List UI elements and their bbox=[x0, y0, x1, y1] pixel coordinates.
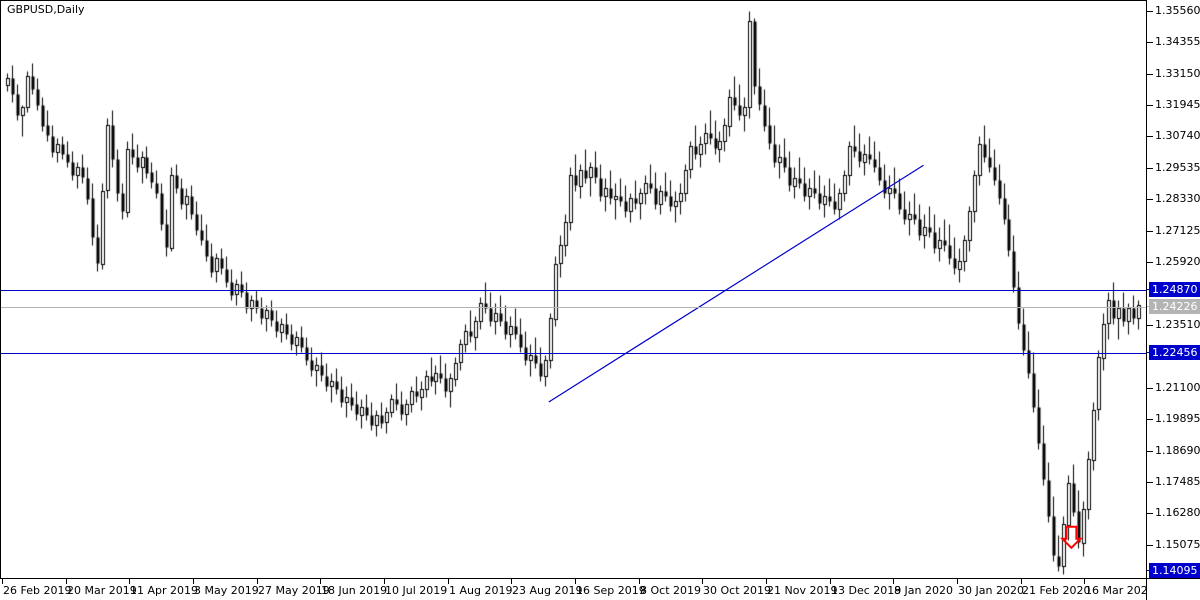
price-chip-tick bbox=[1147, 352, 1153, 354]
time-tick-label: 1 Aug 2019 bbox=[449, 584, 513, 597]
time-tick-mark bbox=[511, 579, 512, 584]
price-tick-mark bbox=[1147, 450, 1153, 452]
time-tick-label: 30 Jan 2020 bbox=[958, 584, 1024, 597]
time-tick-label: 27 May 2019 bbox=[258, 584, 330, 597]
price-chip-tick bbox=[1147, 289, 1153, 291]
time-tick-mark bbox=[448, 579, 449, 584]
price-tick-label: 1.17485 bbox=[1155, 474, 1200, 488]
time-tick-mark bbox=[830, 579, 831, 584]
current-price-chip[interactable]: 1.24226 bbox=[1149, 299, 1200, 315]
price-tick-mark bbox=[1147, 167, 1153, 169]
plot-area[interactable]: GBPUSD,Daily bbox=[0, 0, 1146, 578]
price-tick-mark bbox=[1147, 10, 1153, 12]
price-tick-label: 1.25920 bbox=[1155, 255, 1200, 269]
price-tick-label: 1.27125 bbox=[1155, 223, 1200, 237]
support-price-chip[interactable]: 1.22456 bbox=[1149, 345, 1200, 361]
price-tick-label: 1.35560 bbox=[1155, 3, 1200, 17]
candlestick-series bbox=[1, 1, 1146, 578]
price-tick-label: 1.19895 bbox=[1155, 412, 1200, 426]
time-tick-label: 23 Aug 2019 bbox=[512, 584, 583, 597]
axis-corner bbox=[1146, 578, 1200, 600]
time-tick-mark bbox=[893, 579, 894, 584]
time-tick-mark bbox=[1021, 579, 1022, 584]
time-tick-mark bbox=[766, 579, 767, 584]
price-tick-label: 1.15075 bbox=[1155, 537, 1200, 551]
price-tick-mark bbox=[1147, 324, 1153, 326]
time-axis[interactable]: 26 Feb 2019 20 Mar 2019 11 Apr 2019 3 May 2… bbox=[0, 578, 1155, 600]
time-tick-label: 13 Dec 2019 bbox=[831, 584, 902, 597]
price-tick-mark bbox=[1147, 104, 1153, 106]
time-tick-label: 21 Feb 2020 bbox=[1022, 584, 1091, 597]
time-tick-label: 21 Nov 2019 bbox=[767, 584, 838, 597]
time-tick-label: 8 Oct 2019 bbox=[640, 584, 702, 597]
price-tick-label: 1.29535 bbox=[1155, 160, 1200, 174]
time-tick-mark bbox=[129, 579, 130, 584]
price-tick-label: 1.33150 bbox=[1155, 66, 1200, 80]
price-tick-label: 1.31945 bbox=[1155, 97, 1200, 111]
price-tick-mark bbox=[1147, 199, 1153, 201]
price-tick-label: 1.21100 bbox=[1155, 380, 1200, 394]
low-price-chip[interactable]: 1.14095 bbox=[1149, 563, 1200, 579]
price-chip-tick bbox=[1147, 306, 1153, 308]
time-tick-mark bbox=[575, 579, 576, 584]
time-tick-label: 20 Mar 2019 bbox=[67, 584, 137, 597]
price-tick-mark bbox=[1147, 544, 1153, 546]
price-tick-label: 1.23510 bbox=[1155, 317, 1200, 331]
price-tick-mark bbox=[1147, 513, 1153, 515]
time-tick-label: 8 Jan 2020 bbox=[894, 584, 953, 597]
time-tick-mark bbox=[639, 579, 640, 584]
time-tick-label: 30 Oct 2019 bbox=[703, 584, 772, 597]
price-tick-label: 1.18690 bbox=[1155, 443, 1200, 457]
time-tick-mark bbox=[257, 579, 258, 584]
time-tick-mark bbox=[384, 579, 385, 584]
price-tick-mark bbox=[1147, 262, 1153, 264]
time-tick-label: 10 Jul 2019 bbox=[385, 584, 448, 597]
price-tick-mark bbox=[1147, 481, 1153, 483]
time-tick-label: 18 Jun 2019 bbox=[321, 584, 388, 597]
price-tick-label: 1.16280 bbox=[1155, 506, 1200, 520]
price-tick-mark bbox=[1147, 136, 1153, 138]
time-tick-mark bbox=[2, 579, 3, 584]
time-tick-label: 26 Feb 2019 bbox=[3, 584, 72, 597]
time-tick-mark bbox=[957, 579, 958, 584]
time-tick-mark bbox=[66, 579, 67, 584]
time-tick-mark bbox=[702, 579, 703, 584]
time-tick-label: 16 Mar 2020 bbox=[1085, 584, 1155, 597]
price-tick-mark bbox=[1147, 42, 1153, 44]
price-chip-tick bbox=[1147, 570, 1153, 572]
price-tick-mark bbox=[1147, 419, 1153, 421]
symbol-timeframe-label: GBPUSD,Daily bbox=[7, 3, 85, 16]
time-tick-mark bbox=[1084, 579, 1085, 584]
time-tick-label: 11 Apr 2019 bbox=[130, 584, 199, 597]
resistance-price-chip[interactable]: 1.24870 bbox=[1149, 282, 1200, 298]
time-tick-mark bbox=[320, 579, 321, 584]
price-tick-mark bbox=[1147, 73, 1153, 75]
price-tick-label: 1.30740 bbox=[1155, 129, 1200, 143]
price-axis[interactable]: 1.35560 1.34355 1.33150 1.31945 1.30740 1.295… bbox=[1146, 0, 1200, 579]
time-tick-mark bbox=[193, 579, 194, 584]
time-tick-label: 3 May 2019 bbox=[194, 584, 259, 597]
price-tick-label: 1.28330 bbox=[1155, 192, 1200, 206]
price-tick-label: 1.34355 bbox=[1155, 35, 1200, 49]
price-tick-mark bbox=[1147, 230, 1153, 232]
price-tick-mark bbox=[1147, 387, 1153, 389]
time-tick-label: 16 Sep 2019 bbox=[576, 584, 646, 597]
